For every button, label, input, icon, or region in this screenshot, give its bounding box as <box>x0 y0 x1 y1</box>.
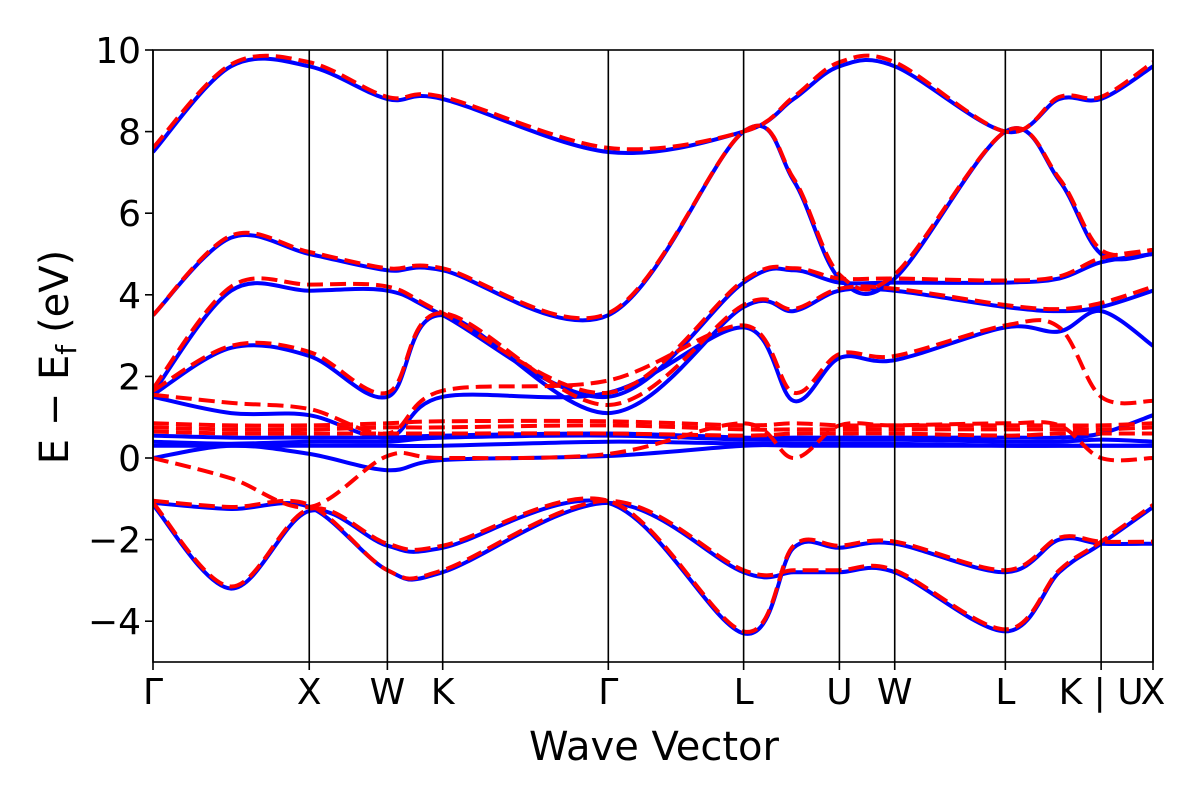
bands-layer <box>153 56 1153 634</box>
solid-band-8 <box>153 254 1153 397</box>
solid-band-2 <box>153 445 1153 470</box>
dashed-band-0 <box>153 501 1153 630</box>
x-tick-label: L <box>734 672 754 713</box>
y-tick-label: 8 <box>118 113 141 154</box>
y-tick-label: 4 <box>118 276 141 317</box>
y-axis-label-sub: f <box>50 344 83 355</box>
y-axis-label: E − Ef (eV) <box>32 250 83 465</box>
x-tick-label: Γ <box>598 672 618 713</box>
dashed-band-7 <box>153 286 1153 405</box>
solid-band-1 <box>153 500 1153 633</box>
y-ticks: −4 −2 0 2 4 6 8 10 <box>88 31 153 643</box>
svg-text:E − Ef(eV): E − Ef (eV) <box>32 250 83 465</box>
x-axis-label: Wave Vector <box>529 724 780 770</box>
x-tick-label: U <box>826 672 852 713</box>
y-tick-label: −2 <box>88 521 141 562</box>
y-axis-label-main: E − E <box>32 355 78 465</box>
x-tick-label: X <box>1141 672 1166 713</box>
x-tick-label: L <box>995 672 1015 713</box>
y-tick-label: 2 <box>118 357 141 398</box>
dashed-band-1 <box>153 498 1153 632</box>
x-tick-label: W <box>877 672 913 713</box>
x-tick-label: Γ <box>143 672 163 713</box>
solid-band-10 <box>153 59 1153 153</box>
x-tick-label: K | U <box>1059 672 1144 713</box>
x-tick-label: X <box>297 672 322 713</box>
y-tick-label: −4 <box>88 602 141 643</box>
y-tick-label: 6 <box>118 194 141 235</box>
solid-band-0 <box>153 503 1153 632</box>
y-axis-label-unit: (eV) <box>32 250 78 333</box>
y-tick-label: 0 <box>118 439 141 480</box>
kpoint-lines <box>153 50 1153 670</box>
x-tick-label: W <box>370 672 406 713</box>
x-tick-label: K <box>431 672 456 713</box>
y-tick-label: 10 <box>95 31 141 72</box>
